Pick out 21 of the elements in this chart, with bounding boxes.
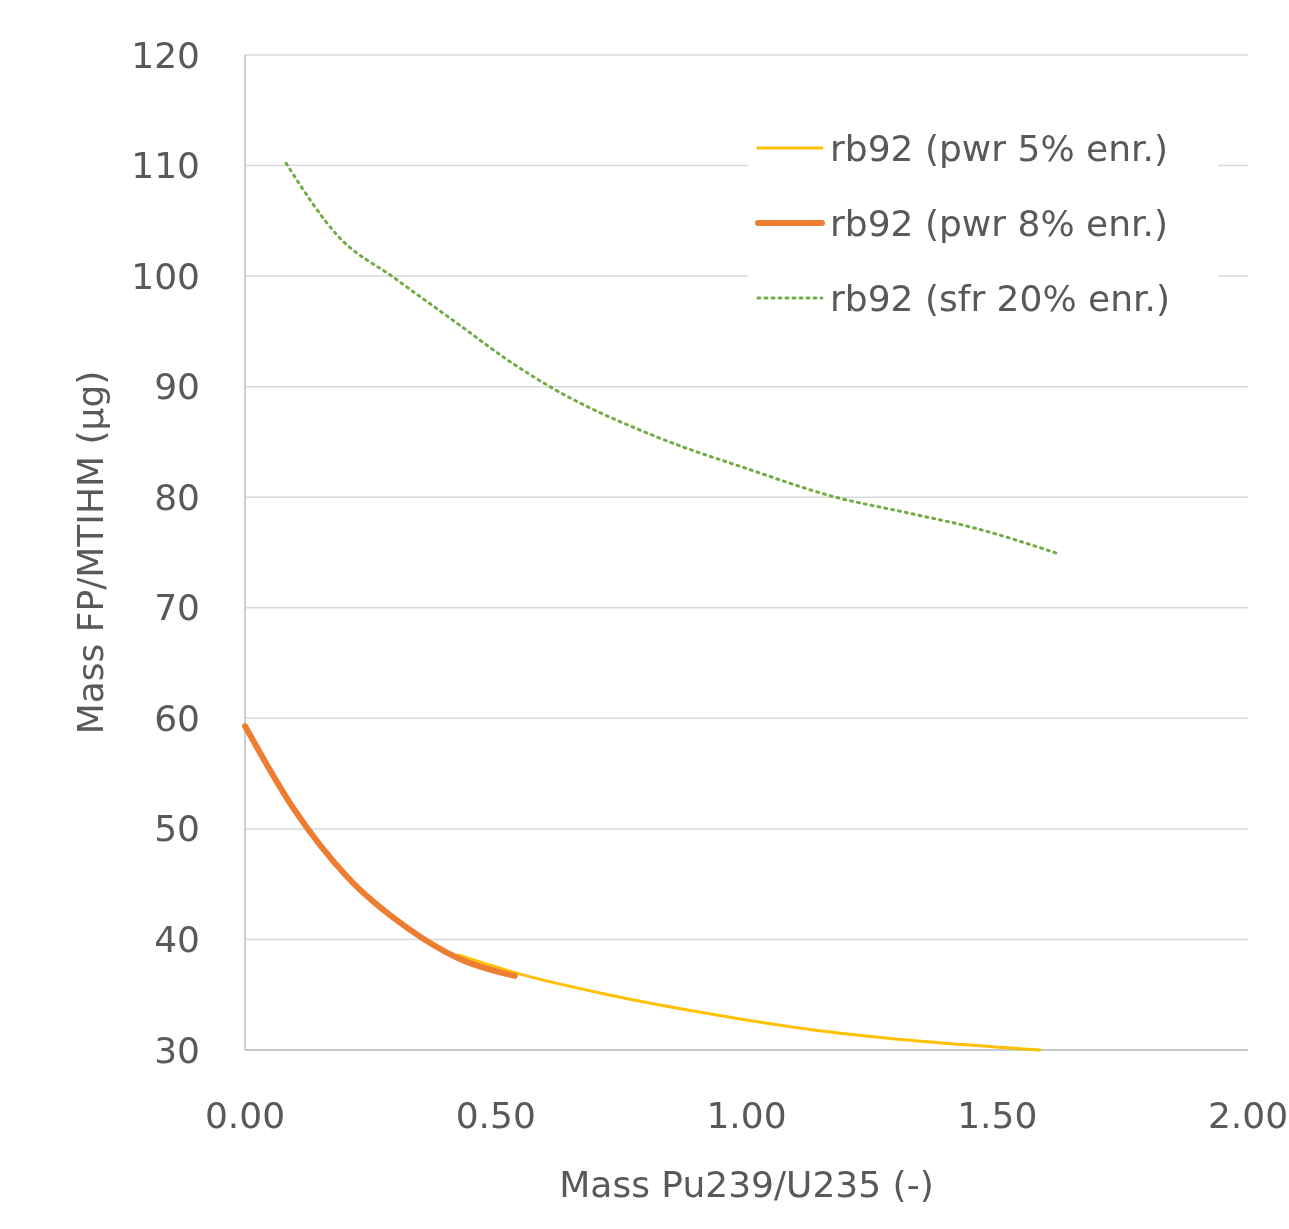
legend-label: rb92 (sfr 20% enr.) <box>830 277 1171 319</box>
y-tick-label: 30 <box>154 1029 200 1071</box>
x-tick-label: 0.00 <box>204 1095 286 1136</box>
y-tick-label: 110 <box>131 145 200 187</box>
x-tick-label: 1.50 <box>957 1095 1038 1136</box>
y-tick-label: 100 <box>131 255 200 297</box>
x-tick-label: 0.50 <box>455 1095 536 1136</box>
y-tick-label: 70 <box>154 587 200 629</box>
y-tick-label: 40 <box>154 919 200 961</box>
y-tick-label: 90 <box>154 366 200 408</box>
y-tick-label: 50 <box>154 808 200 850</box>
y-tick-label: 120 <box>131 34 200 76</box>
x-tick-label: 2.00 <box>1207 1095 1289 1136</box>
y-tick-label: 60 <box>154 697 200 739</box>
legend-label: rb92 (pwr 8% enr.) <box>830 202 1168 244</box>
y-axis-title: Mass FP/MTIHM (µg) <box>70 370 111 735</box>
line-series <box>456 953 1042 1052</box>
x-axis-title: Mass Pu239/U235 (-) <box>559 1164 934 1205</box>
y-tick-label: 80 <box>154 476 200 518</box>
x-tick-label: 1.00 <box>706 1095 787 1136</box>
legend-label: rb92 (pwr 5% enr.) <box>830 127 1168 169</box>
